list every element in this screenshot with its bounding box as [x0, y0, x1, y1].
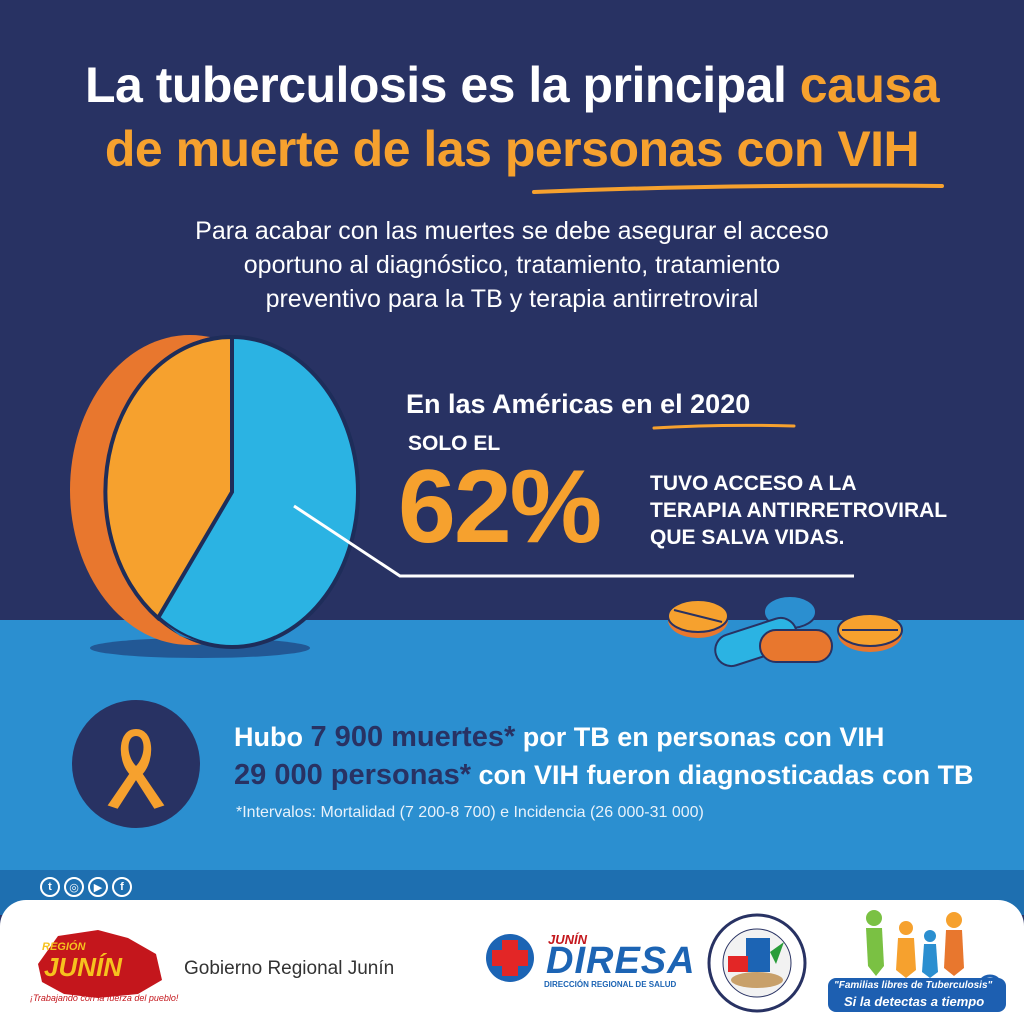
- awareness-ribbon-badge: [72, 700, 200, 828]
- pie-slice-orange: [103, 334, 234, 622]
- twitter-icon[interactable]: t: [40, 877, 60, 897]
- pie-chart-62-percent: [70, 334, 360, 658]
- stat-prefix: SOLO EL: [408, 432, 501, 455]
- stat-description: TUVO ACCESO A LA TERAPIA ANTIRRETROVIRAL…: [650, 470, 1010, 551]
- awareness-ribbon-icon: [104, 726, 168, 812]
- junin-slogan: ¡Trabajando con la fuerza del pueblo!: [30, 993, 179, 1003]
- stat-year: en el 2020: [621, 389, 751, 419]
- diresa-subtitle: DIRECCIÓN REGIONAL DE SALUD: [544, 980, 677, 989]
- page-title-line1: La tuberculosis es la principal causa: [0, 54, 1024, 116]
- stat-percent: 62%: [398, 449, 602, 565]
- social-icons: t ◎ ▶ f: [40, 877, 132, 897]
- facts-block: Hubo 7 900 muertes* por TB en personas c…: [234, 718, 974, 794]
- svg-text:JUNÍN: JUNÍN: [44, 952, 123, 982]
- subtitle-line2: oportuno al diagnóstico, tratamiento, tr…: [243, 251, 781, 279]
- page-title-line2: de muerte de las personas con VIH: [104, 121, 920, 177]
- diresa-region: JUNÍN: [548, 932, 588, 947]
- facebook-icon[interactable]: f: [112, 877, 132, 897]
- facts-row2-suffix: con VIH fueron diagnosticadas con TB: [478, 760, 974, 790]
- year-underline: [652, 423, 796, 430]
- junin-region-logo: REGIÓN JUNÍN: [38, 930, 162, 998]
- familias-tagline: Si la detectas a tiempo: [844, 994, 985, 1009]
- facts-deaths-count: 7 900 muertes*: [310, 721, 516, 753]
- stat-region: En las Américas: [406, 389, 614, 419]
- facts-row-deaths: Hubo 7 900 muertes* por TB en personas c…: [234, 718, 974, 756]
- title-orange-text: causa: [799, 57, 940, 113]
- instagram-icon[interactable]: ◎: [64, 877, 84, 897]
- health-cross-icon: [486, 934, 534, 982]
- title-white-text: La tuberculosis es la principal: [84, 57, 787, 113]
- pills-illustration: [667, 595, 903, 668]
- youtube-icon[interactable]: ▶: [88, 877, 108, 897]
- svg-text:REGIÓN: REGIÓN: [42, 940, 86, 953]
- facts-row-diagnosed: 29 000 personas* con VIH fueron diagnost…: [234, 756, 974, 794]
- stat-region-year: En las Américas en el 2020: [406, 389, 750, 420]
- pointer-line: [293, 504, 854, 578]
- facts-row1-prefix: Hubo: [234, 722, 303, 752]
- familias-slogan: "Familias libres de Tuberculosis": [834, 980, 993, 991]
- subtitle-line1: Para acabar con las muertes se debe aseg…: [195, 217, 829, 245]
- facts-diagnosed-count: 29 000 personas*: [234, 759, 471, 791]
- subtitle-line3: preventivo para la TB y terapia antirret…: [265, 285, 759, 313]
- title-underline: [532, 183, 944, 194]
- stat-desc-line2: TERAPIA ANTIRRETROVIRAL: [650, 499, 948, 522]
- gov-label: Gobierno Regional Junín: [184, 958, 395, 979]
- subtitle: Para acabar con las muertes se debe aseg…: [100, 214, 924, 316]
- diresa-logo-text: DIRESA: [546, 940, 696, 982]
- stat-desc-line1: TUVO ACCESO A LA: [650, 472, 857, 495]
- hospital-seal-logo: [707, 913, 807, 1013]
- facts-row1-suffix: por TB en personas con VIH: [522, 722, 885, 752]
- facts-footnote: *Intervalos: Mortalidad (7 200-8 700) e …: [236, 804, 704, 821]
- stat-desc-line3: QUE SALVA VIDAS.: [650, 526, 845, 549]
- familias-banner: [828, 978, 1006, 1012]
